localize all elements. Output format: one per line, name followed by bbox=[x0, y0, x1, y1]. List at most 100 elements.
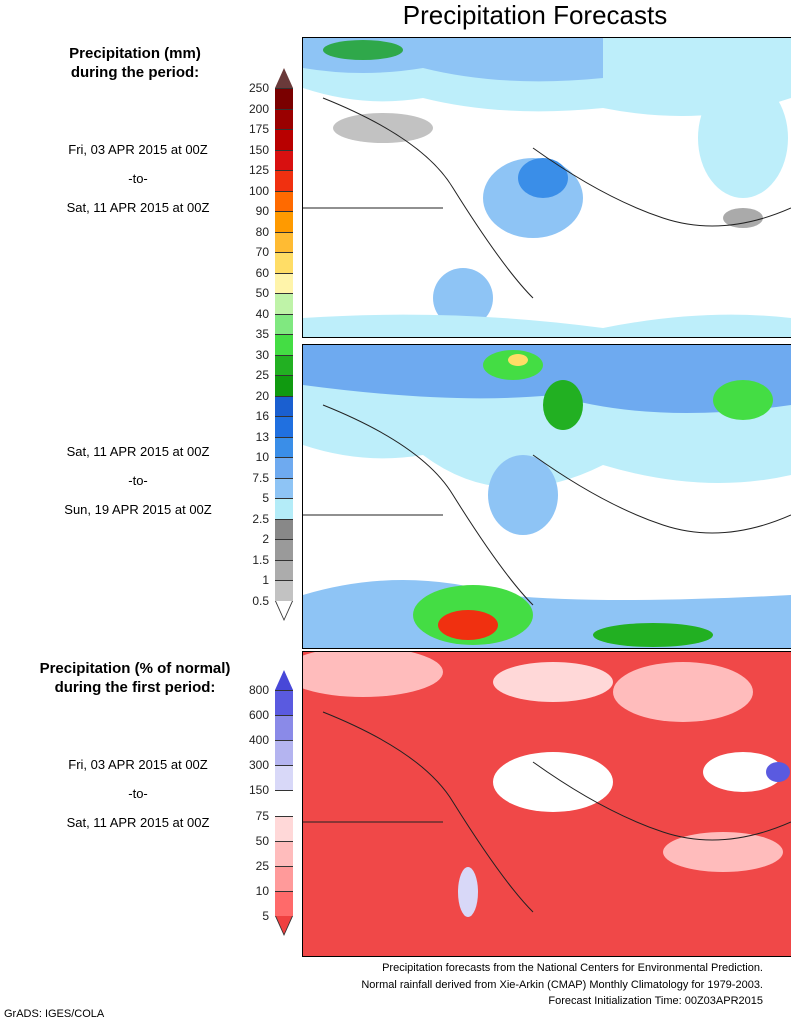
colorbar-band bbox=[275, 740, 293, 766]
colorbar-label: 0.5 bbox=[252, 593, 269, 608]
colorbar-band bbox=[275, 518, 293, 539]
colorbar-band bbox=[275, 436, 293, 457]
colorbar-band bbox=[275, 313, 293, 334]
colorbar-label: 25 bbox=[255, 858, 269, 873]
colorbar-label: 50 bbox=[255, 833, 269, 848]
colorbar-top-arrow bbox=[275, 68, 293, 88]
colorbar-band bbox=[275, 129, 293, 150]
panel3-header: Precipitation (% of normal) during the f… bbox=[0, 659, 270, 697]
credit: GrADS: IGES/COLA bbox=[4, 1008, 105, 1020]
colorbar-bottom-arrow bbox=[275, 915, 293, 936]
map-image bbox=[303, 345, 791, 648]
map-image bbox=[303, 652, 791, 956]
colorbar-band bbox=[275, 395, 293, 416]
colorbar-label: 7.5 bbox=[252, 470, 269, 485]
colorbar-label: 600 bbox=[248, 708, 269, 723]
panel2-sep: -to- bbox=[128, 473, 148, 488]
precip-pct-normal-map bbox=[302, 651, 791, 957]
colorbar-label: 10 bbox=[255, 450, 269, 464]
colorbar-band bbox=[275, 840, 293, 866]
panel3-end: Sat, 11 APR 2015 at 00Z bbox=[66, 815, 210, 830]
colorbar-label: 1.5 bbox=[252, 552, 269, 567]
colorbar-band bbox=[275, 559, 293, 580]
colorbar-label: 30 bbox=[255, 347, 269, 362]
panel2-start: Sat, 11 APR 2015 at 00Z bbox=[66, 444, 210, 459]
precip-map-period1 bbox=[302, 37, 791, 338]
colorbar-band bbox=[275, 231, 293, 252]
colorbar-band bbox=[275, 272, 293, 293]
colorbar-label: 20 bbox=[255, 388, 269, 403]
colorbar-band bbox=[275, 477, 293, 498]
colorbar-band bbox=[275, 354, 293, 375]
colorbar-band bbox=[275, 457, 293, 478]
colorbar-label: 10 bbox=[255, 883, 269, 898]
colorbar-band bbox=[275, 211, 293, 232]
colorbar-label: 70 bbox=[255, 245, 269, 259]
colorbar-label: 90 bbox=[255, 204, 269, 218]
colorbar-label: 200 bbox=[248, 101, 269, 116]
panel1-sep: -to- bbox=[128, 171, 148, 186]
colorbar-band bbox=[275, 690, 293, 716]
colorbar-label: 75 bbox=[255, 808, 269, 823]
header-line: during the period: bbox=[70, 64, 200, 81]
footer-line: Forecast Initialization Time: 00Z03APR20… bbox=[548, 995, 763, 1007]
colorbar-label: 125 bbox=[248, 163, 269, 177]
colorbar-band bbox=[275, 580, 293, 601]
colorbar-label: 800 bbox=[248, 683, 269, 697]
page-title: Precipitation Forecasts bbox=[402, 0, 668, 30]
colorbar-label: 1 bbox=[262, 573, 269, 587]
colorbar-band bbox=[275, 190, 293, 211]
colorbar-label: 2 bbox=[262, 532, 269, 546]
colorbar-label: 2.5 bbox=[252, 511, 269, 526]
colorbar-band bbox=[275, 790, 293, 816]
colorbar-band bbox=[275, 293, 293, 314]
panel1-start: Fri, 03 APR 2015 at 00Z bbox=[68, 142, 208, 157]
colorbar-band bbox=[275, 334, 293, 355]
colorbar-label: 250 bbox=[248, 81, 269, 95]
header-line: during the first period: bbox=[54, 679, 216, 696]
colorbar-label: 150 bbox=[248, 783, 269, 798]
colorbar-label: 5 bbox=[262, 908, 269, 923]
colorbar-label: 400 bbox=[248, 733, 269, 748]
panel3-sep: -to- bbox=[128, 786, 148, 801]
colorbar-band bbox=[275, 539, 293, 560]
colorbar-label: 60 bbox=[255, 265, 269, 280]
colorbar-band bbox=[275, 149, 293, 170]
colorbar-band bbox=[275, 252, 293, 273]
colorbar-label: 25 bbox=[255, 368, 269, 382]
map-image bbox=[303, 38, 791, 337]
colorbar-label: 150 bbox=[248, 142, 269, 157]
panel2-end: Sun, 19 APR 2015 at 00Z bbox=[64, 502, 212, 517]
colorbar-band bbox=[275, 498, 293, 519]
colorbar-label: 35 bbox=[255, 327, 269, 341]
header-line: Precipitation (mm) bbox=[69, 45, 201, 62]
colorbar-band bbox=[275, 715, 293, 741]
header-line: Precipitation (% of normal) bbox=[39, 660, 231, 677]
colorbar-label: 50 bbox=[255, 286, 269, 300]
colorbar-label: 16 bbox=[255, 409, 269, 423]
panel3-start: Fri, 03 APR 2015 at 00Z bbox=[68, 757, 208, 772]
colorbar-band bbox=[275, 170, 293, 191]
precip-map-period2 bbox=[302, 344, 791, 649]
colorbar-band bbox=[275, 815, 293, 841]
colorbar-top-arrow bbox=[275, 670, 293, 690]
panel1-header: Precipitation (mm) during the period: bbox=[0, 44, 270, 82]
colorbar-label: 175 bbox=[248, 122, 269, 136]
colorbar-band bbox=[275, 108, 293, 129]
colorbar-band bbox=[275, 765, 293, 791]
colorbar-band bbox=[275, 890, 293, 916]
footer-line: Precipitation forecasts from the Nationa… bbox=[382, 962, 763, 974]
colorbar-band bbox=[275, 416, 293, 437]
colorbar-bottom-arrow bbox=[275, 600, 293, 621]
colorbar-band bbox=[275, 865, 293, 891]
colorbar-label: 100 bbox=[248, 183, 269, 198]
panel1-end: Sat, 11 APR 2015 at 00Z bbox=[66, 200, 210, 215]
colorbar-band bbox=[275, 88, 293, 109]
footer-line: Normal rainfall derived from Xie-Arkin (… bbox=[361, 979, 763, 991]
colorbar-label: 5 bbox=[262, 491, 269, 505]
colorbar-label: 80 bbox=[255, 224, 269, 239]
colorbar-label: 300 bbox=[248, 758, 269, 773]
colorbar-label: 13 bbox=[255, 429, 269, 444]
colorbar-band bbox=[275, 375, 293, 396]
